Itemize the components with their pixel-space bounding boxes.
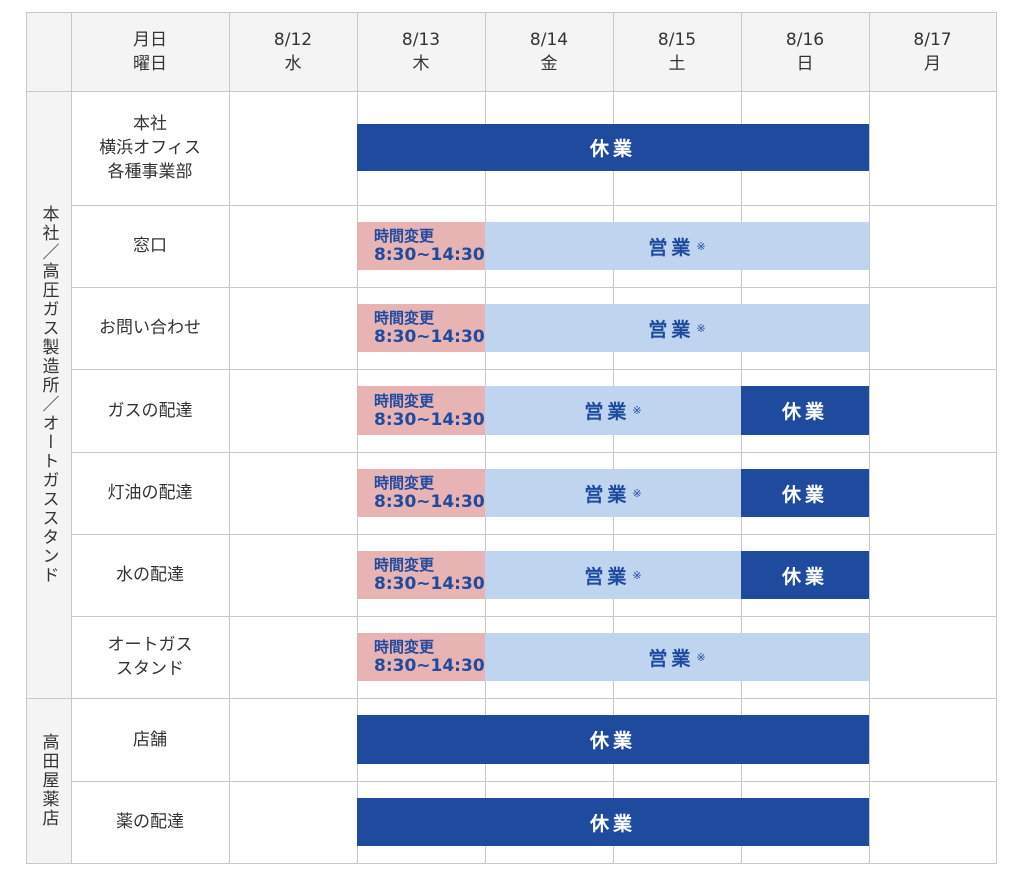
closed-bar: 休業	[357, 124, 869, 171]
row-label: 窓口	[133, 236, 167, 256]
group-label: 高田屋薬店	[26, 698, 71, 863]
grid-hline	[26, 863, 997, 864]
note-mark: ※	[696, 239, 706, 253]
closed-bar: 休業	[741, 386, 869, 435]
open-bar: 営業 ※	[485, 551, 741, 599]
open-bar: 営業 ※	[485, 222, 869, 270]
day-header-8/17: 8/17 月	[869, 12, 996, 91]
change-title: 時間変更	[374, 227, 435, 245]
note-mark: ※	[696, 650, 706, 664]
row-label: お問い合わせ	[99, 318, 201, 338]
open-bar: 営業 ※	[485, 304, 869, 352]
row-label: 灯油の配達	[107, 483, 193, 503]
row-label: 水の配達	[116, 565, 184, 585]
grid-hline	[71, 452, 997, 453]
row-label: 店舗	[133, 729, 167, 750]
open-bar: 営業 ※	[485, 386, 741, 435]
group-label: 本社／高圧ガス製造所／オートガススタンド	[26, 91, 71, 698]
hours-change-bar: 時間変更 8:30~14:30	[357, 551, 485, 599]
change-title: 時間変更	[374, 474, 435, 492]
change-hours: 8:30~14:30	[374, 656, 485, 676]
hours-change-bar: 時間変更 8:30~14:30	[357, 469, 485, 517]
day-header-8/13: 8/13 木	[357, 12, 485, 91]
open-bar: 営業 ※	[485, 469, 741, 517]
note-mark: ※	[632, 568, 642, 582]
grid-vline	[71, 12, 72, 864]
change-title: 時間変更	[374, 556, 435, 574]
grid-hline	[71, 534, 997, 535]
change-hours: 8:30~14:30	[374, 245, 485, 265]
day-header-8/14: 8/14 金	[485, 12, 613, 91]
day-header-8/12: 8/12 水	[229, 12, 357, 91]
grid-hline	[26, 698, 997, 699]
row-label: オートガス スタンド	[107, 635, 193, 679]
grid-hline	[26, 12, 997, 13]
row-label: ガスの配達	[107, 400, 193, 421]
note-mark: ※	[632, 404, 642, 417]
grid-vline	[996, 12, 997, 864]
grid-vline	[741, 12, 742, 864]
closed-bar: 休業	[741, 551, 869, 599]
change-hours: 8:30~14:30	[374, 574, 485, 594]
grid-hline	[71, 616, 997, 617]
change-hours: 8:30~14:30	[374, 327, 485, 347]
hours-change-bar: 時間変更 8:30~14:30	[357, 304, 485, 352]
change-title: 時間変更	[374, 391, 435, 410]
grid-hline	[71, 781, 997, 782]
hours-change-bar: 時間変更 8:30~14:30	[357, 222, 485, 270]
closed-bar: 休業	[357, 798, 869, 846]
date-label: 月日 曜日	[71, 12, 229, 91]
grid-vline	[26, 12, 27, 864]
grid-vline	[869, 12, 870, 864]
change-title: 時間変更	[374, 309, 435, 327]
day-header-8/15: 8/15 土	[613, 12, 741, 91]
change-hours: 8:30~14:30	[374, 492, 485, 512]
change-title: 時間変更	[374, 638, 435, 656]
grid-vline	[485, 12, 486, 864]
grid-vline	[229, 12, 230, 864]
grid-hline	[71, 369, 997, 370]
grid-hline	[26, 91, 997, 92]
closed-bar: 休業	[357, 715, 869, 764]
row-label: 薬の配達	[116, 812, 184, 832]
hours-change-bar: 時間変更 8:30~14:30	[357, 386, 485, 435]
grid-hline	[71, 205, 997, 206]
header-corner	[26, 12, 71, 91]
grid-vline	[613, 12, 614, 864]
hours-change-bar: 時間変更 8:30~14:30	[357, 633, 485, 681]
grid-hline	[71, 287, 997, 288]
note-mark: ※	[696, 321, 706, 335]
note-mark: ※	[632, 486, 642, 500]
open-bar: 営業 ※	[485, 633, 869, 681]
row-label: 本社 横浜オフィス 各種事業部	[99, 114, 201, 182]
closed-bar: 休業	[741, 469, 869, 517]
day-header-8/16: 8/16 日	[741, 12, 869, 91]
change-hours: 8:30~14:30	[374, 409, 485, 430]
grid-vline	[357, 12, 358, 864]
